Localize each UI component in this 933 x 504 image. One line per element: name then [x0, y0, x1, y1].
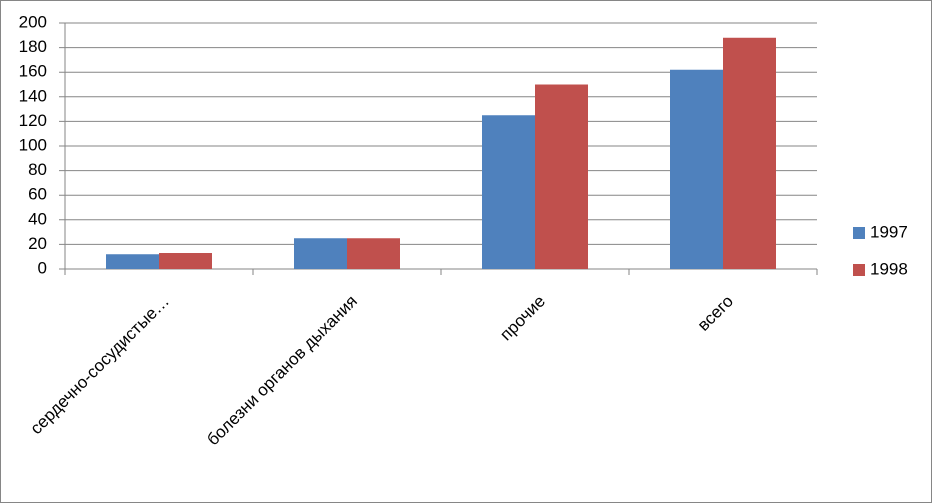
- y-tick-label: 140: [19, 86, 47, 105]
- legend-swatch: [853, 227, 865, 239]
- y-tick-label: 100: [19, 135, 47, 154]
- y-tick-label: 40: [28, 209, 47, 228]
- bar: [535, 84, 588, 269]
- legend-swatch: [853, 264, 865, 276]
- y-tick-label: 160: [19, 62, 47, 81]
- bar: [106, 254, 159, 269]
- bar: [670, 69, 723, 270]
- y-tick-label: 80: [28, 160, 47, 179]
- y-tick-label: 120: [19, 111, 47, 130]
- y-tick-label: 20: [28, 234, 47, 253]
- y-tick-label: 0: [38, 258, 47, 277]
- bar: [347, 238, 400, 269]
- bar: [482, 115, 535, 269]
- bar: [159, 253, 212, 269]
- y-tick-label: 200: [19, 12, 47, 31]
- legend-label: 1997: [870, 222, 908, 241]
- y-tick-label: 180: [19, 37, 47, 56]
- bar: [723, 37, 776, 270]
- y-tick-label: 60: [28, 185, 47, 204]
- legend-label: 1998: [870, 259, 908, 278]
- bar: [294, 238, 347, 269]
